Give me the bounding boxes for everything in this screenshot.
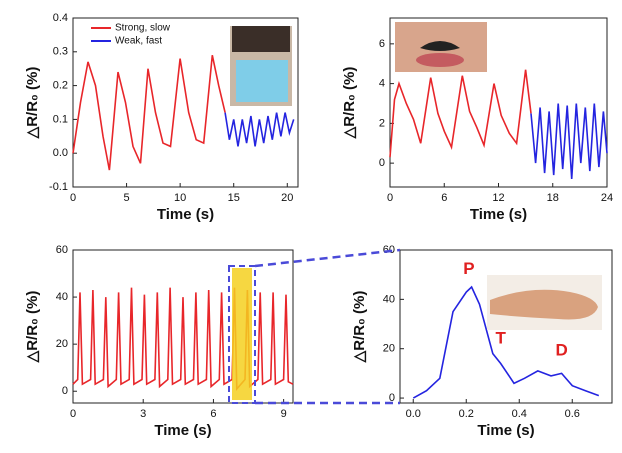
x-axis-title: Time (s) [470, 206, 527, 223]
x-tick-label: 6 [210, 408, 216, 420]
x-tick-label: 3 [140, 408, 146, 420]
y-tick-label: 0.3 [53, 46, 68, 58]
chart-panel: 0 3 6 9 0 20 40 60 Time (s) △R/R₀ (%) [24, 244, 293, 439]
y-tick-label: 6 [379, 38, 385, 50]
data-line [225, 113, 294, 147]
legend-label: Strong, slow [115, 23, 171, 34]
x-tick-label: 0.0 [406, 408, 421, 420]
y-tick-label: 2 [379, 117, 385, 129]
zoom-connector [255, 250, 400, 266]
x-tick-label: 0.6 [565, 408, 580, 420]
x-tick-label: 5 [124, 192, 130, 204]
x-tick-label: 6 [441, 192, 447, 204]
x-tick-label: 20 [281, 192, 293, 204]
x-tick-label: 0 [387, 192, 393, 204]
x-tick-label: 12 [492, 192, 504, 204]
y-tick-label: 0.2 [53, 80, 68, 92]
y-tick-label: 0 [62, 385, 68, 397]
data-line [73, 288, 293, 389]
annotation: D [556, 341, 568, 360]
x-tick-label: 0.2 [459, 408, 474, 420]
x-axis-title: Time (s) [157, 206, 214, 223]
x-tick-label: 15 [228, 192, 240, 204]
y-axis-title: △R/R₀ (%) [24, 291, 41, 364]
y-axis-title: △R/R₀ (%) [341, 67, 358, 140]
x-axis-title: Time (s) [154, 422, 211, 439]
photo-mouth [395, 22, 487, 72]
x-axis-title: Time (s) [477, 422, 534, 439]
data-line [390, 70, 531, 158]
photo-wrist [487, 275, 602, 330]
x-tick-label: 18 [547, 192, 559, 204]
x-tick-label: 24 [601, 192, 613, 204]
y-tick-label: 40 [56, 291, 68, 303]
y-tick-label: 60 [383, 244, 395, 256]
x-tick-label: 9 [281, 408, 287, 420]
highlight [232, 268, 252, 400]
annotation: P [463, 259, 474, 278]
y-tick-label: 0.1 [53, 113, 68, 125]
x-tick-label: 0 [70, 192, 76, 204]
data-line [531, 104, 607, 180]
annotation: T [496, 328, 507, 347]
y-tick-label: 40 [383, 293, 395, 305]
x-tick-label: 0.4 [512, 408, 527, 420]
y-tick-label: 60 [56, 244, 68, 256]
x-tick-label: 0 [70, 408, 76, 420]
x-tick-label: 10 [174, 192, 186, 204]
y-axis-title: △R/R₀ (%) [351, 291, 368, 364]
y-tick-label: 20 [383, 343, 395, 355]
photo-mask [230, 26, 292, 106]
figure: 0.00.20.40.60204060Time (s)△R/R₀ (%)PTD0… [0, 0, 622, 453]
y-tick-label: 20 [56, 338, 68, 350]
y-tick-label: 0 [379, 157, 385, 169]
y-tick-label: -0.1 [49, 181, 68, 193]
data-line [73, 55, 225, 170]
y-axis-title: △R/R₀ (%) [24, 67, 41, 140]
legend-label: Weak, fast [115, 36, 162, 47]
y-tick-label: 0.4 [53, 12, 68, 24]
y-tick-label: 0.0 [53, 147, 68, 159]
y-tick-label: 4 [379, 78, 385, 90]
